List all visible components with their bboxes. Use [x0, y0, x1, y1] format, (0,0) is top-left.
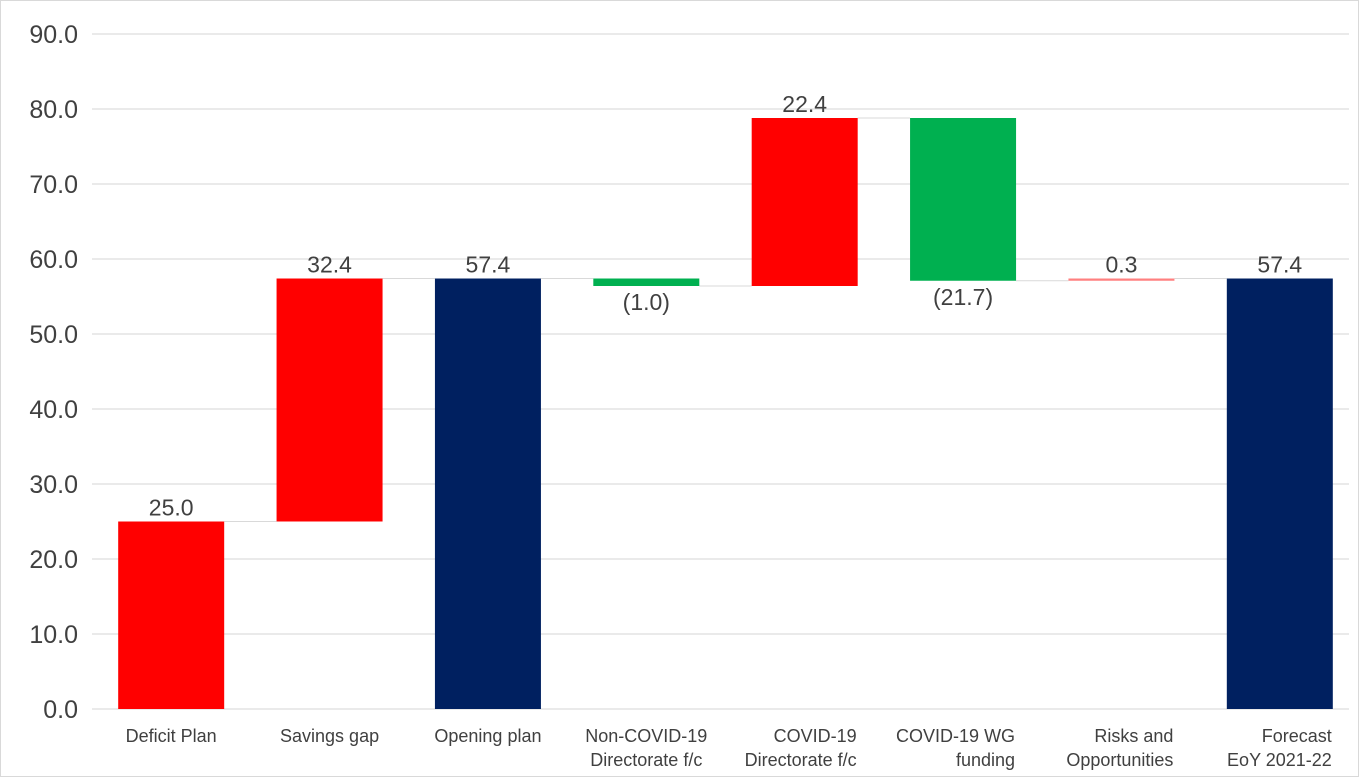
data-labels: 25.0 32.4 57.4 (1.0) 22.4 (21.7) 0.3 57.4: [149, 91, 1303, 521]
data-label: (21.7): [933, 284, 993, 310]
x-tick-label: COVID-19 WG funding: [896, 726, 1015, 770]
y-tick-label: 90.0: [29, 21, 78, 49]
y-tick-label: 60.0: [29, 246, 78, 274]
bars: [118, 118, 1333, 709]
bar: [751, 118, 858, 286]
x-tick-label: Opening plan: [434, 726, 541, 746]
data-label: 57.4: [466, 252, 511, 278]
y-tick-label: 10.0: [29, 621, 78, 649]
y-tick-label: 0.0: [43, 696, 78, 724]
x-tick-label: Deficit Plan: [126, 726, 217, 746]
bar: [434, 278, 541, 709]
y-tick-label: 40.0: [29, 396, 78, 424]
y-axis-tick-labels: 0.0 10.0 20.0 30.0 40.0 50.0 60.0 70.0 80.0 90.0: [29, 21, 78, 724]
bar: [1226, 278, 1333, 709]
y-tick-label: 50.0: [29, 321, 78, 349]
gridlines: [92, 33, 1349, 710]
bar: [276, 278, 383, 522]
y-tick-label: 30.0: [29, 471, 78, 499]
bar: [593, 278, 700, 286]
data-label: (1.0): [623, 289, 670, 315]
bar: [910, 118, 1017, 281]
data-label: 0.3: [1105, 252, 1137, 278]
bar: [118, 521, 225, 709]
x-axis-tick-labels: Deficit Plan Savings gap Opening plan Non-C…: [126, 726, 1332, 770]
data-label: 25.0: [149, 495, 194, 521]
x-tick-label: Savings gap: [280, 726, 379, 746]
x-tick-label: Non-COVID-19 Directorate f/c: [585, 726, 707, 770]
connector-lines: [224, 117, 1227, 522]
y-tick-label: 70.0: [29, 171, 78, 199]
data-label: 32.4: [307, 252, 352, 278]
x-tick-label: COVID-19 Directorate f/c: [745, 726, 857, 770]
x-tick-label: Risks and Opportunities: [1066, 726, 1173, 770]
x-tick-label: Forecast EoY 2021-22: [1227, 726, 1332, 770]
y-tick-label: 20.0: [29, 546, 78, 574]
y-tick-label: 80.0: [29, 96, 78, 124]
data-label: 57.4: [1257, 252, 1302, 278]
data-label: 22.4: [782, 91, 827, 117]
bar: [1068, 278, 1175, 281]
